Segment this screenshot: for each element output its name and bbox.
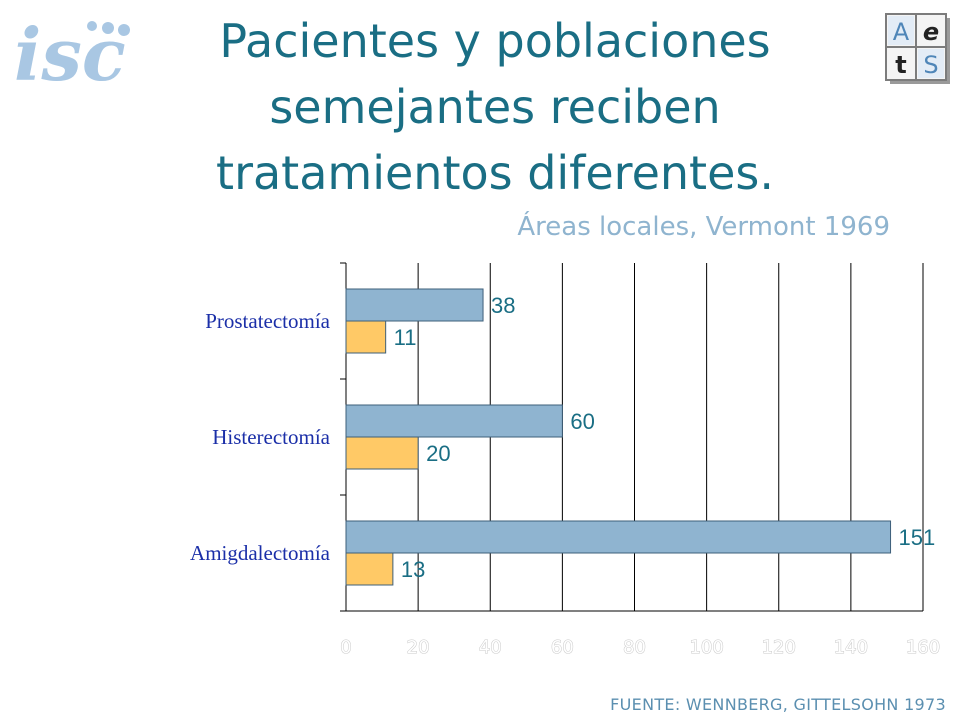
bar	[345, 552, 394, 586]
bar-value-label: 60	[570, 409, 594, 434]
category-label: Amigdalectomía	[190, 541, 331, 565]
bar	[345, 520, 892, 554]
x-tick-label: 140	[834, 637, 868, 658]
x-tick-label: 40	[479, 637, 502, 658]
aets-letter-s: S	[923, 51, 938, 79]
title-line-3: tratamientos diferentes.	[216, 146, 774, 200]
bar-value-label: 38	[491, 293, 515, 318]
category-label: Prostatectomía	[205, 309, 330, 333]
bar-value-label: 20	[426, 441, 450, 466]
x-tick-label: 80	[623, 637, 646, 658]
bar	[345, 404, 563, 438]
bar-value-label: 13	[401, 557, 425, 582]
isc-logo: isc	[14, 12, 130, 97]
x-tick-label: 120	[762, 637, 796, 658]
x-tick-label: 160	[906, 637, 940, 658]
page-title: Pacientes y poblaciones semejantes recib…	[150, 8, 840, 206]
aets-logo: A e t S	[885, 13, 950, 84]
title-line-1: Pacientes y poblaciones	[219, 14, 771, 68]
category-label: Histerectomía	[212, 425, 330, 449]
bar	[345, 288, 484, 322]
aets-letter-a: A	[893, 18, 910, 46]
x-tick-label: 60	[551, 637, 574, 658]
source-note: FUENTE: WENNBERG, GITTELSOHN 1973	[610, 695, 946, 714]
aets-letter-t: t	[895, 51, 906, 79]
bar	[345, 320, 387, 354]
title-line-2: semejantes reciben	[269, 80, 721, 134]
x-tick-label: 20	[407, 637, 430, 658]
aets-letter-e: e	[923, 18, 939, 46]
chart-subtitle: Áreas locales, Vermont 1969	[517, 212, 890, 242]
x-tick-label: 0	[340, 637, 351, 658]
bar	[345, 436, 419, 470]
bar-value-label: 11	[394, 325, 417, 350]
bar-value-label: 151	[899, 525, 936, 550]
x-tick-label: 100	[689, 637, 723, 658]
